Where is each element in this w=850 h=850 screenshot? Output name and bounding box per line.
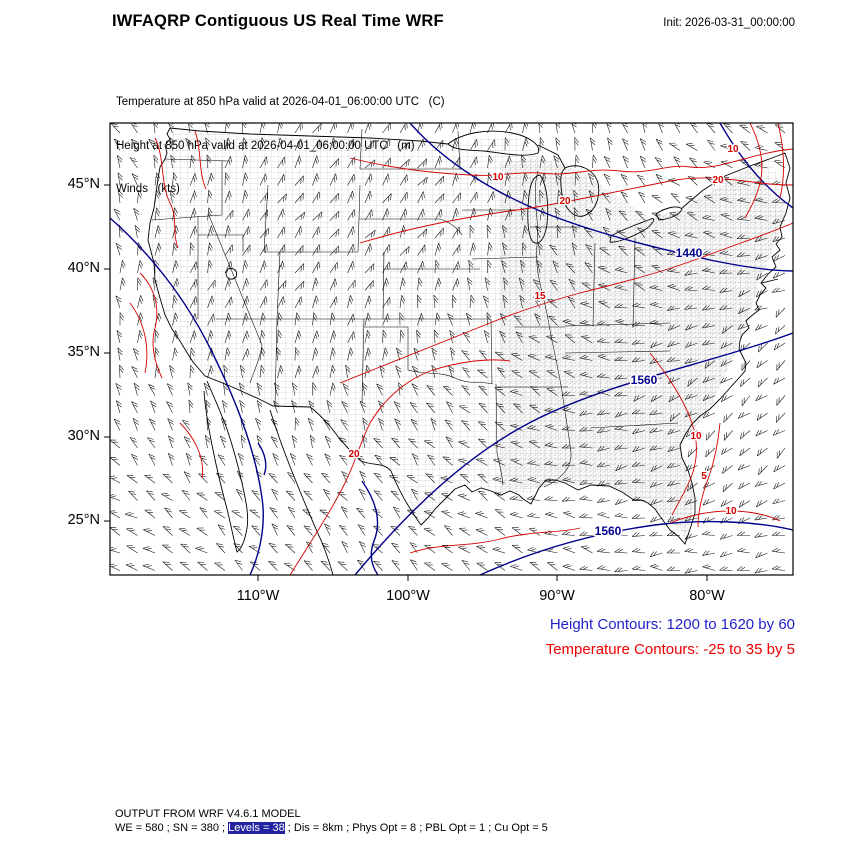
temperature-contour-line <box>697 422 721 528</box>
y-axis-label: 30°N <box>67 428 100 444</box>
temperature-contour-line <box>777 123 785 199</box>
footer-config-highlight: Levels = 38 <box>228 822 285 834</box>
temperature-contour-line <box>154 137 179 249</box>
legend-temperature-line: Temperature Contours: -25 to 35 by 5 <box>545 641 795 658</box>
temp-contour-label: 20 <box>348 449 360 460</box>
height-contour-line <box>409 123 793 272</box>
temperature-contour-line <box>194 130 207 190</box>
x-axis-label: 110°W <box>236 588 280 604</box>
footer-config-prefix: WE = 580 ; SN = 380 ; <box>115 822 229 834</box>
map-plot: 10 20 10 20 15 20 10 5 10 1440 1560 1560 <box>104 122 794 581</box>
temp-contour-label: 5 <box>701 471 707 482</box>
x-axis-label: 90°W <box>539 588 575 604</box>
footer-config-line: WE = 580 ; SN = 380 ; Levels = 38 ; Dis … <box>115 822 548 834</box>
height-contour-line <box>719 123 793 209</box>
temp-contour-label: 15 <box>534 291 546 302</box>
height-contour-label: 1560 <box>631 373 658 387</box>
y-axis-label: 35°N <box>67 344 100 360</box>
temperature-contours <box>129 123 793 575</box>
temperature-contour-line <box>129 302 148 374</box>
temperature-contour-line <box>349 148 793 176</box>
temp-contour-label: 20 <box>559 196 571 207</box>
height-contour-line <box>257 442 267 476</box>
x-axis-label: 80°W <box>689 588 725 604</box>
height-contour-line <box>354 332 793 575</box>
y-axis-label: 45°N <box>67 176 100 192</box>
temperature-contour-line <box>339 222 793 384</box>
y-axis-label: 25°N <box>67 512 100 528</box>
temp-contour-label: 20 <box>712 175 724 186</box>
temperature-contour-line <box>139 272 163 379</box>
footer-model-line: OUTPUT FROM WRF V4.6.1 MODEL <box>115 808 301 820</box>
temp-contour-label: 10 <box>690 431 702 442</box>
height-contour-line <box>361 480 379 575</box>
height-contours <box>110 123 793 575</box>
init-timestamp: Init: 2026-03-31_00:00:00 <box>663 17 795 29</box>
axis-ticks <box>104 184 708 581</box>
map-frame <box>109 122 794 576</box>
temp-contour-label: 10 <box>492 172 504 183</box>
legend-height-line: Height Contours: 1200 to 1620 by 60 <box>549 616 795 633</box>
temperature-contour-line <box>289 359 511 575</box>
temperature-contour-line <box>744 123 763 219</box>
subtitle-temperature: Temperature at 850 hPa valid at 2026-04-… <box>116 96 445 108</box>
height-contour-line <box>110 217 264 575</box>
height-contour-label: 1560 <box>595 524 622 538</box>
wind-barbs <box>110 123 786 574</box>
height-contour-line <box>479 520 793 575</box>
temp-contour-label: 10 <box>727 144 739 155</box>
temperature-contour-line <box>179 422 203 479</box>
y-axis-label: 40°N <box>67 260 100 276</box>
page-title: IWFAQRP Contiguous US Real Time WRF <box>112 12 444 30</box>
temperature-contour-line <box>409 527 581 554</box>
temperature-contour-line <box>649 352 697 516</box>
coastline-and-borders <box>147 127 791 575</box>
temperature-contour-line <box>669 510 781 524</box>
temp-contour-label: 10 <box>725 506 737 517</box>
height-contour-label: 1440 <box>676 246 703 260</box>
x-axis-label: 100°W <box>386 588 430 604</box>
footer-config-suffix: ; Dis = 8km ; Phys Opt = 8 ; PBL Opt = 1… <box>284 822 548 834</box>
